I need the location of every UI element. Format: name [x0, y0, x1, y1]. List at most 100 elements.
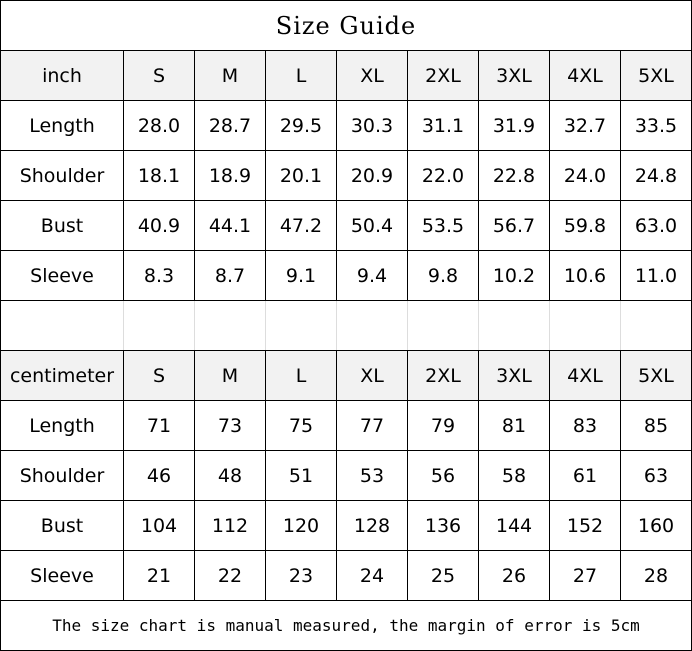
size-header: M — [194, 50, 266, 101]
size-header: 3XL — [478, 50, 550, 101]
measurement-cell: 77 — [336, 400, 408, 451]
measurement-cell: 9.1 — [265, 250, 337, 301]
measurement-cell: 28.7 — [194, 100, 266, 151]
size-header: S — [123, 50, 195, 101]
size-header: 2XL — [407, 50, 479, 101]
header-row: centimeter S M L XL 2XL 3XL 4XL 5XL — [0, 350, 692, 401]
row-label: Bust — [0, 200, 124, 251]
measurement-cell: 31.1 — [407, 100, 479, 151]
measurement-cell: 47.2 — [265, 200, 337, 251]
measurement-cell: 56 — [407, 450, 479, 501]
measurement-cell: 120 — [265, 500, 337, 551]
unit-header: inch — [0, 50, 124, 101]
size-header: L — [265, 50, 337, 101]
measurement-cell: 18.1 — [123, 150, 195, 201]
measurement-cell: 21 — [123, 550, 195, 601]
size-header: XL — [336, 350, 408, 401]
row-label: Shoulder — [0, 150, 124, 201]
empty-cell — [478, 300, 550, 351]
measurement-cell: 40.9 — [123, 200, 195, 251]
measurement-cell: 63 — [620, 450, 692, 501]
spacer-row — [0, 300, 692, 351]
measurement-cell: 144 — [478, 500, 550, 551]
empty-cell — [336, 300, 408, 351]
size-header: S — [123, 350, 195, 401]
size-header: 5XL — [620, 50, 692, 101]
measurement-cell: 56.7 — [478, 200, 550, 251]
measurement-cell: 53.5 — [407, 200, 479, 251]
row-label: Length — [0, 400, 124, 451]
measurement-cell: 27 — [549, 550, 621, 601]
measurement-cell: 160 — [620, 500, 692, 551]
measurement-cell: 9.8 — [407, 250, 479, 301]
row-label: Length — [0, 100, 124, 151]
size-header: 5XL — [620, 350, 692, 401]
empty-cell — [549, 300, 621, 351]
footer-note: The size chart is manual measured, the m… — [0, 600, 692, 651]
measurement-cell: 46 — [123, 450, 195, 501]
measurement-cell: 10.6 — [549, 250, 621, 301]
measurement-cell: 79 — [407, 400, 479, 451]
measurement-cell: 25 — [407, 550, 479, 601]
measurement-cell: 58 — [478, 450, 550, 501]
table-row: Length 28.0 28.7 29.5 30.3 31.1 31.9 32.7 33.5 — [0, 100, 692, 151]
size-header: 3XL — [478, 350, 550, 401]
measurement-cell: 81 — [478, 400, 550, 451]
empty-cell — [123, 300, 195, 351]
measurement-cell: 10.2 — [478, 250, 550, 301]
measurement-cell: 59.8 — [549, 200, 621, 251]
measurement-cell: 22 — [194, 550, 266, 601]
measurement-cell: 24 — [336, 550, 408, 601]
row-label: Bust — [0, 500, 124, 551]
table-row: Sleeve 8.3 8.7 9.1 9.4 9.8 10.2 10.6 11.0 — [0, 250, 692, 301]
table-row: Bust 40.9 44.1 47.2 50.4 53.5 56.7 59.8 63.0 — [0, 200, 692, 251]
measurement-cell: 33.5 — [620, 100, 692, 151]
measurement-cell: 28 — [620, 550, 692, 601]
measurement-cell: 136 — [407, 500, 479, 551]
measurement-cell: 73 — [194, 400, 266, 451]
measurement-cell: 85 — [620, 400, 692, 451]
measurement-cell: 8.3 — [123, 250, 195, 301]
measurement-cell: 61 — [549, 450, 621, 501]
measurement-cell: 24.0 — [549, 150, 621, 201]
table-row: Shoulder 18.1 18.9 20.1 20.9 22.0 22.8 24.0 24.8 — [0, 150, 692, 201]
measurement-cell: 50.4 — [336, 200, 408, 251]
measurement-cell: 104 — [123, 500, 195, 551]
measurement-cell: 24.8 — [620, 150, 692, 201]
measurement-cell: 22.0 — [407, 150, 479, 201]
size-header: 4XL — [549, 50, 621, 101]
table-row: Bust 104 112 120 128 136 144 152 160 — [0, 500, 692, 551]
measurement-cell: 63.0 — [620, 200, 692, 251]
size-header: M — [194, 350, 266, 401]
row-label: Sleeve — [0, 250, 124, 301]
measurement-cell: 20.1 — [265, 150, 337, 201]
measurement-cell: 152 — [549, 500, 621, 551]
table-row: Length 71 73 75 77 79 81 83 85 — [0, 400, 692, 451]
empty-cell — [407, 300, 479, 351]
measurement-cell: 48 — [194, 450, 266, 501]
measurement-cell: 11.0 — [620, 250, 692, 301]
measurement-cell: 20.9 — [336, 150, 408, 201]
measurement-cell: 44.1 — [194, 200, 266, 251]
measurement-cell: 26 — [478, 550, 550, 601]
size-header: 2XL — [407, 350, 479, 401]
measurement-cell: 31.9 — [478, 100, 550, 151]
measurement-cell: 28.0 — [123, 100, 195, 151]
size-header: 4XL — [549, 350, 621, 401]
empty-cell — [0, 300, 124, 351]
measurement-cell: 75 — [265, 400, 337, 451]
header-row: inch S M L XL 2XL 3XL 4XL 5XL — [0, 50, 692, 101]
table-row: Sleeve 21 22 23 24 25 26 27 28 — [0, 550, 692, 601]
measurement-cell: 23 — [265, 550, 337, 601]
table-row: Shoulder 46 48 51 53 56 58 61 63 — [0, 450, 692, 501]
measurement-cell: 9.4 — [336, 250, 408, 301]
empty-cell — [620, 300, 692, 351]
measurement-cell: 112 — [194, 500, 266, 551]
measurement-cell: 71 — [123, 400, 195, 451]
measurement-cell: 83 — [549, 400, 621, 451]
measurement-cell: 53 — [336, 450, 408, 501]
row-label: Sleeve — [0, 550, 124, 601]
measurement-cell: 8.7 — [194, 250, 266, 301]
measurement-cell: 30.3 — [336, 100, 408, 151]
measurement-cell: 128 — [336, 500, 408, 551]
